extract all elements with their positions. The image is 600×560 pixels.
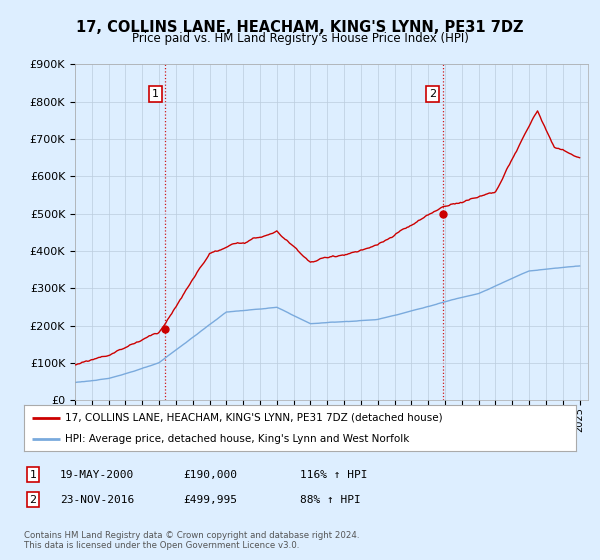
Text: 17, COLLINS LANE, HEACHAM, KING'S LYNN, PE31 7DZ: 17, COLLINS LANE, HEACHAM, KING'S LYNN, …: [76, 20, 524, 35]
Text: 19-MAY-2000: 19-MAY-2000: [60, 470, 134, 480]
Text: 88% ↑ HPI: 88% ↑ HPI: [300, 494, 361, 505]
Text: £190,000: £190,000: [183, 470, 237, 480]
Text: 2: 2: [29, 494, 37, 505]
Text: Price paid vs. HM Land Registry's House Price Index (HPI): Price paid vs. HM Land Registry's House …: [131, 32, 469, 45]
Text: 23-NOV-2016: 23-NOV-2016: [60, 494, 134, 505]
Text: £499,995: £499,995: [183, 494, 237, 505]
Text: 17, COLLINS LANE, HEACHAM, KING'S LYNN, PE31 7DZ (detached house): 17, COLLINS LANE, HEACHAM, KING'S LYNN, …: [65, 413, 443, 423]
Text: 1: 1: [152, 89, 159, 99]
Text: 116% ↑ HPI: 116% ↑ HPI: [300, 470, 367, 480]
Text: 2: 2: [429, 89, 436, 99]
Text: 1: 1: [29, 470, 37, 480]
Text: HPI: Average price, detached house, King's Lynn and West Norfolk: HPI: Average price, detached house, King…: [65, 435, 410, 444]
Text: Contains HM Land Registry data © Crown copyright and database right 2024.
This d: Contains HM Land Registry data © Crown c…: [24, 531, 359, 550]
